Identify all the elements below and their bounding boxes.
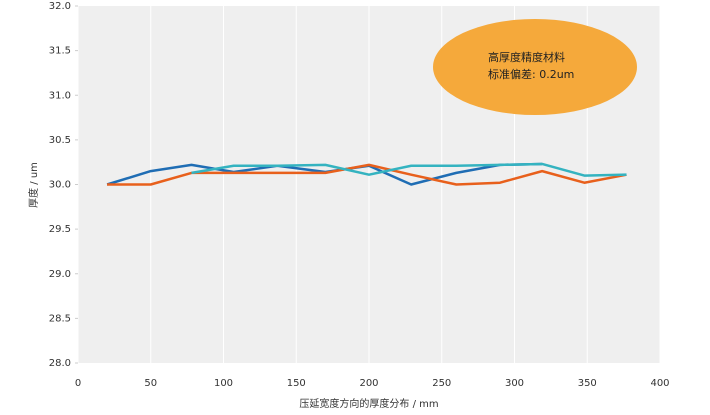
series-line <box>191 162 627 177</box>
series-line <box>107 163 627 186</box>
x-tick-label: 0 <box>75 378 81 389</box>
x-tick-label: 350 <box>578 378 597 389</box>
x-tick-label: 100 <box>214 378 233 389</box>
y-tick-label: 30.5 <box>49 135 71 146</box>
x-tick-label: 50 <box>144 378 157 389</box>
y-tick-label: 29.0 <box>49 269 71 280</box>
annotation-text: 高厚度精度材料 <box>488 50 565 64</box>
y-tick-label: 32.0 <box>49 1 71 12</box>
y-tick-label: 28.5 <box>49 313 71 324</box>
y-axis-title: 厚度 / um <box>27 162 40 208</box>
y-tick-label: 31.0 <box>49 90 71 101</box>
y-tick-label: 28.0 <box>49 358 71 369</box>
annotation-text: 标准偏差: 0.2um <box>488 67 574 81</box>
x-tick-label: 400 <box>650 378 669 389</box>
x-tick-label: 300 <box>505 378 524 389</box>
x-tick-label: 200 <box>359 378 378 389</box>
y-tick-label: 31.5 <box>49 46 71 57</box>
y-tick-label: 29.5 <box>49 224 71 235</box>
x-tick-label: 250 <box>432 378 451 389</box>
x-tick-label: 150 <box>287 378 306 389</box>
annotation-bubble <box>433 19 637 115</box>
x-axis-title: 压延宽度方向的厚度分布 / mm <box>299 397 438 410</box>
y-tick-label: 30.0 <box>49 180 71 191</box>
